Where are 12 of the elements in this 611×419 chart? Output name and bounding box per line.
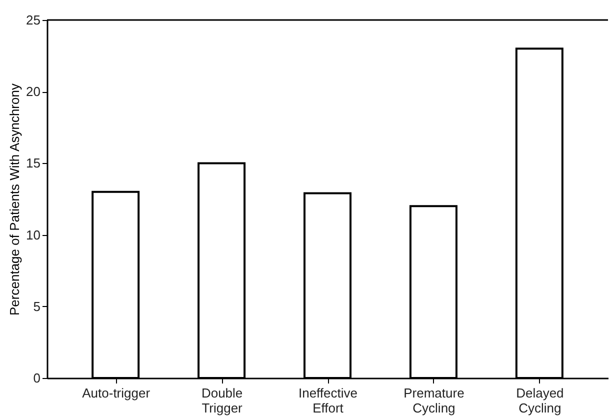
x-tick-label: Double Trigger — [201, 386, 244, 416]
y-tick-label: 25 — [26, 12, 40, 28]
y-axis-title: Percentage of Patients With Asynchrony — [7, 83, 22, 316]
y-tick-label: 15 — [26, 156, 40, 171]
x-tick-label: Auto-trigger — [82, 386, 151, 400]
x-tick-label: Ineffective Effort — [298, 386, 358, 416]
y-tick-label: 0 — [33, 370, 40, 386]
x-tick-label: Delayed Cycling — [516, 386, 564, 416]
y-tick-label: 20 — [26, 84, 40, 100]
x-tick-label: Premature Cycling — [404, 386, 464, 416]
y-tick-label: 10 — [26, 227, 40, 242]
y-tick-label: 5 — [33, 298, 40, 314]
